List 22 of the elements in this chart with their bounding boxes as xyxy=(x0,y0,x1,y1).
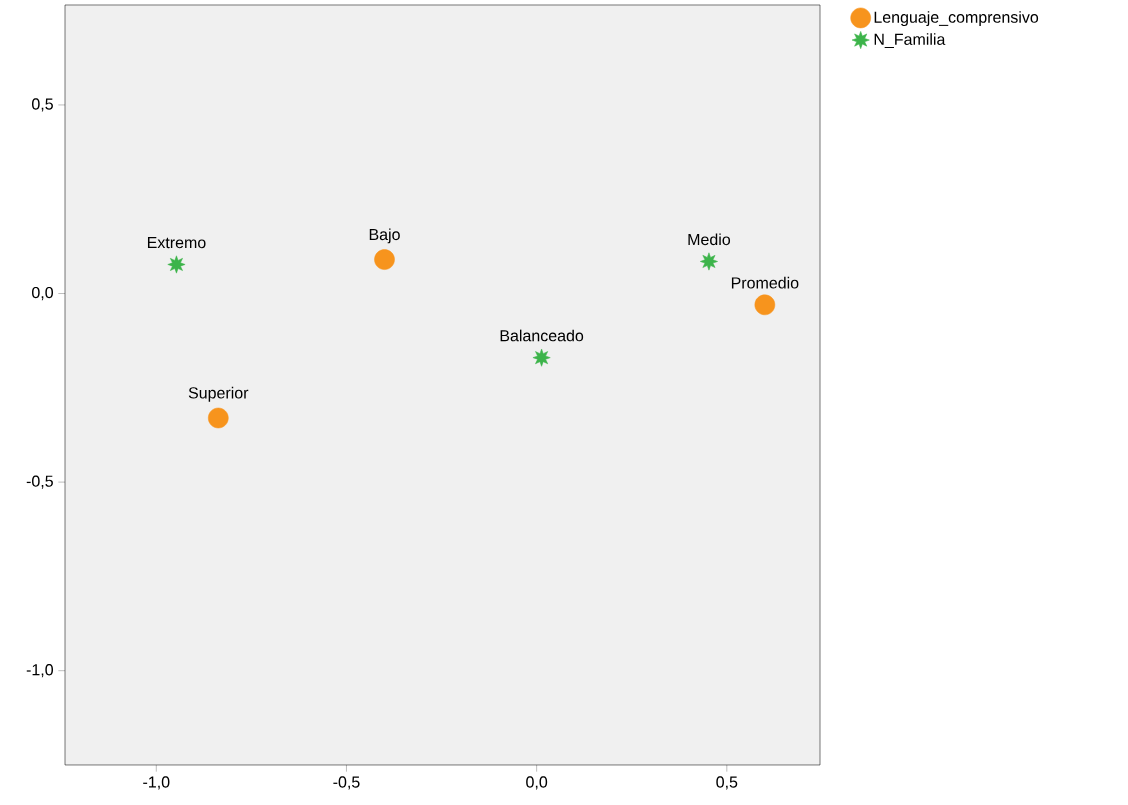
annotation: Balanceado xyxy=(500,329,584,342)
annotation: Medio xyxy=(688,233,731,246)
point xyxy=(208,407,229,429)
annotation: Extremo xyxy=(147,237,206,249)
point xyxy=(532,348,551,367)
y-tick-label: 0,5 xyxy=(32,98,53,112)
x-tick-label: -1,0 xyxy=(143,776,170,790)
y-tick-label: 0,0 xyxy=(32,286,54,301)
y-tick-label: -0,5 xyxy=(26,475,53,489)
annotation: Bajo xyxy=(369,228,400,244)
legend-label: N_Familia xyxy=(874,33,946,49)
point xyxy=(754,294,776,316)
y-tick-label: -1,0 xyxy=(26,664,54,678)
point xyxy=(700,252,718,271)
x-tick-label: -0,5 xyxy=(333,776,360,790)
legend-label: Lenguaje_comprensivo xyxy=(874,11,1039,27)
point xyxy=(167,255,186,274)
x-tick-label: 0,5 xyxy=(716,776,738,790)
annotation: Superior xyxy=(188,386,249,402)
annotation: Promedio xyxy=(731,276,799,289)
x-tick-label: 0,0 xyxy=(526,776,548,790)
point xyxy=(374,249,395,270)
